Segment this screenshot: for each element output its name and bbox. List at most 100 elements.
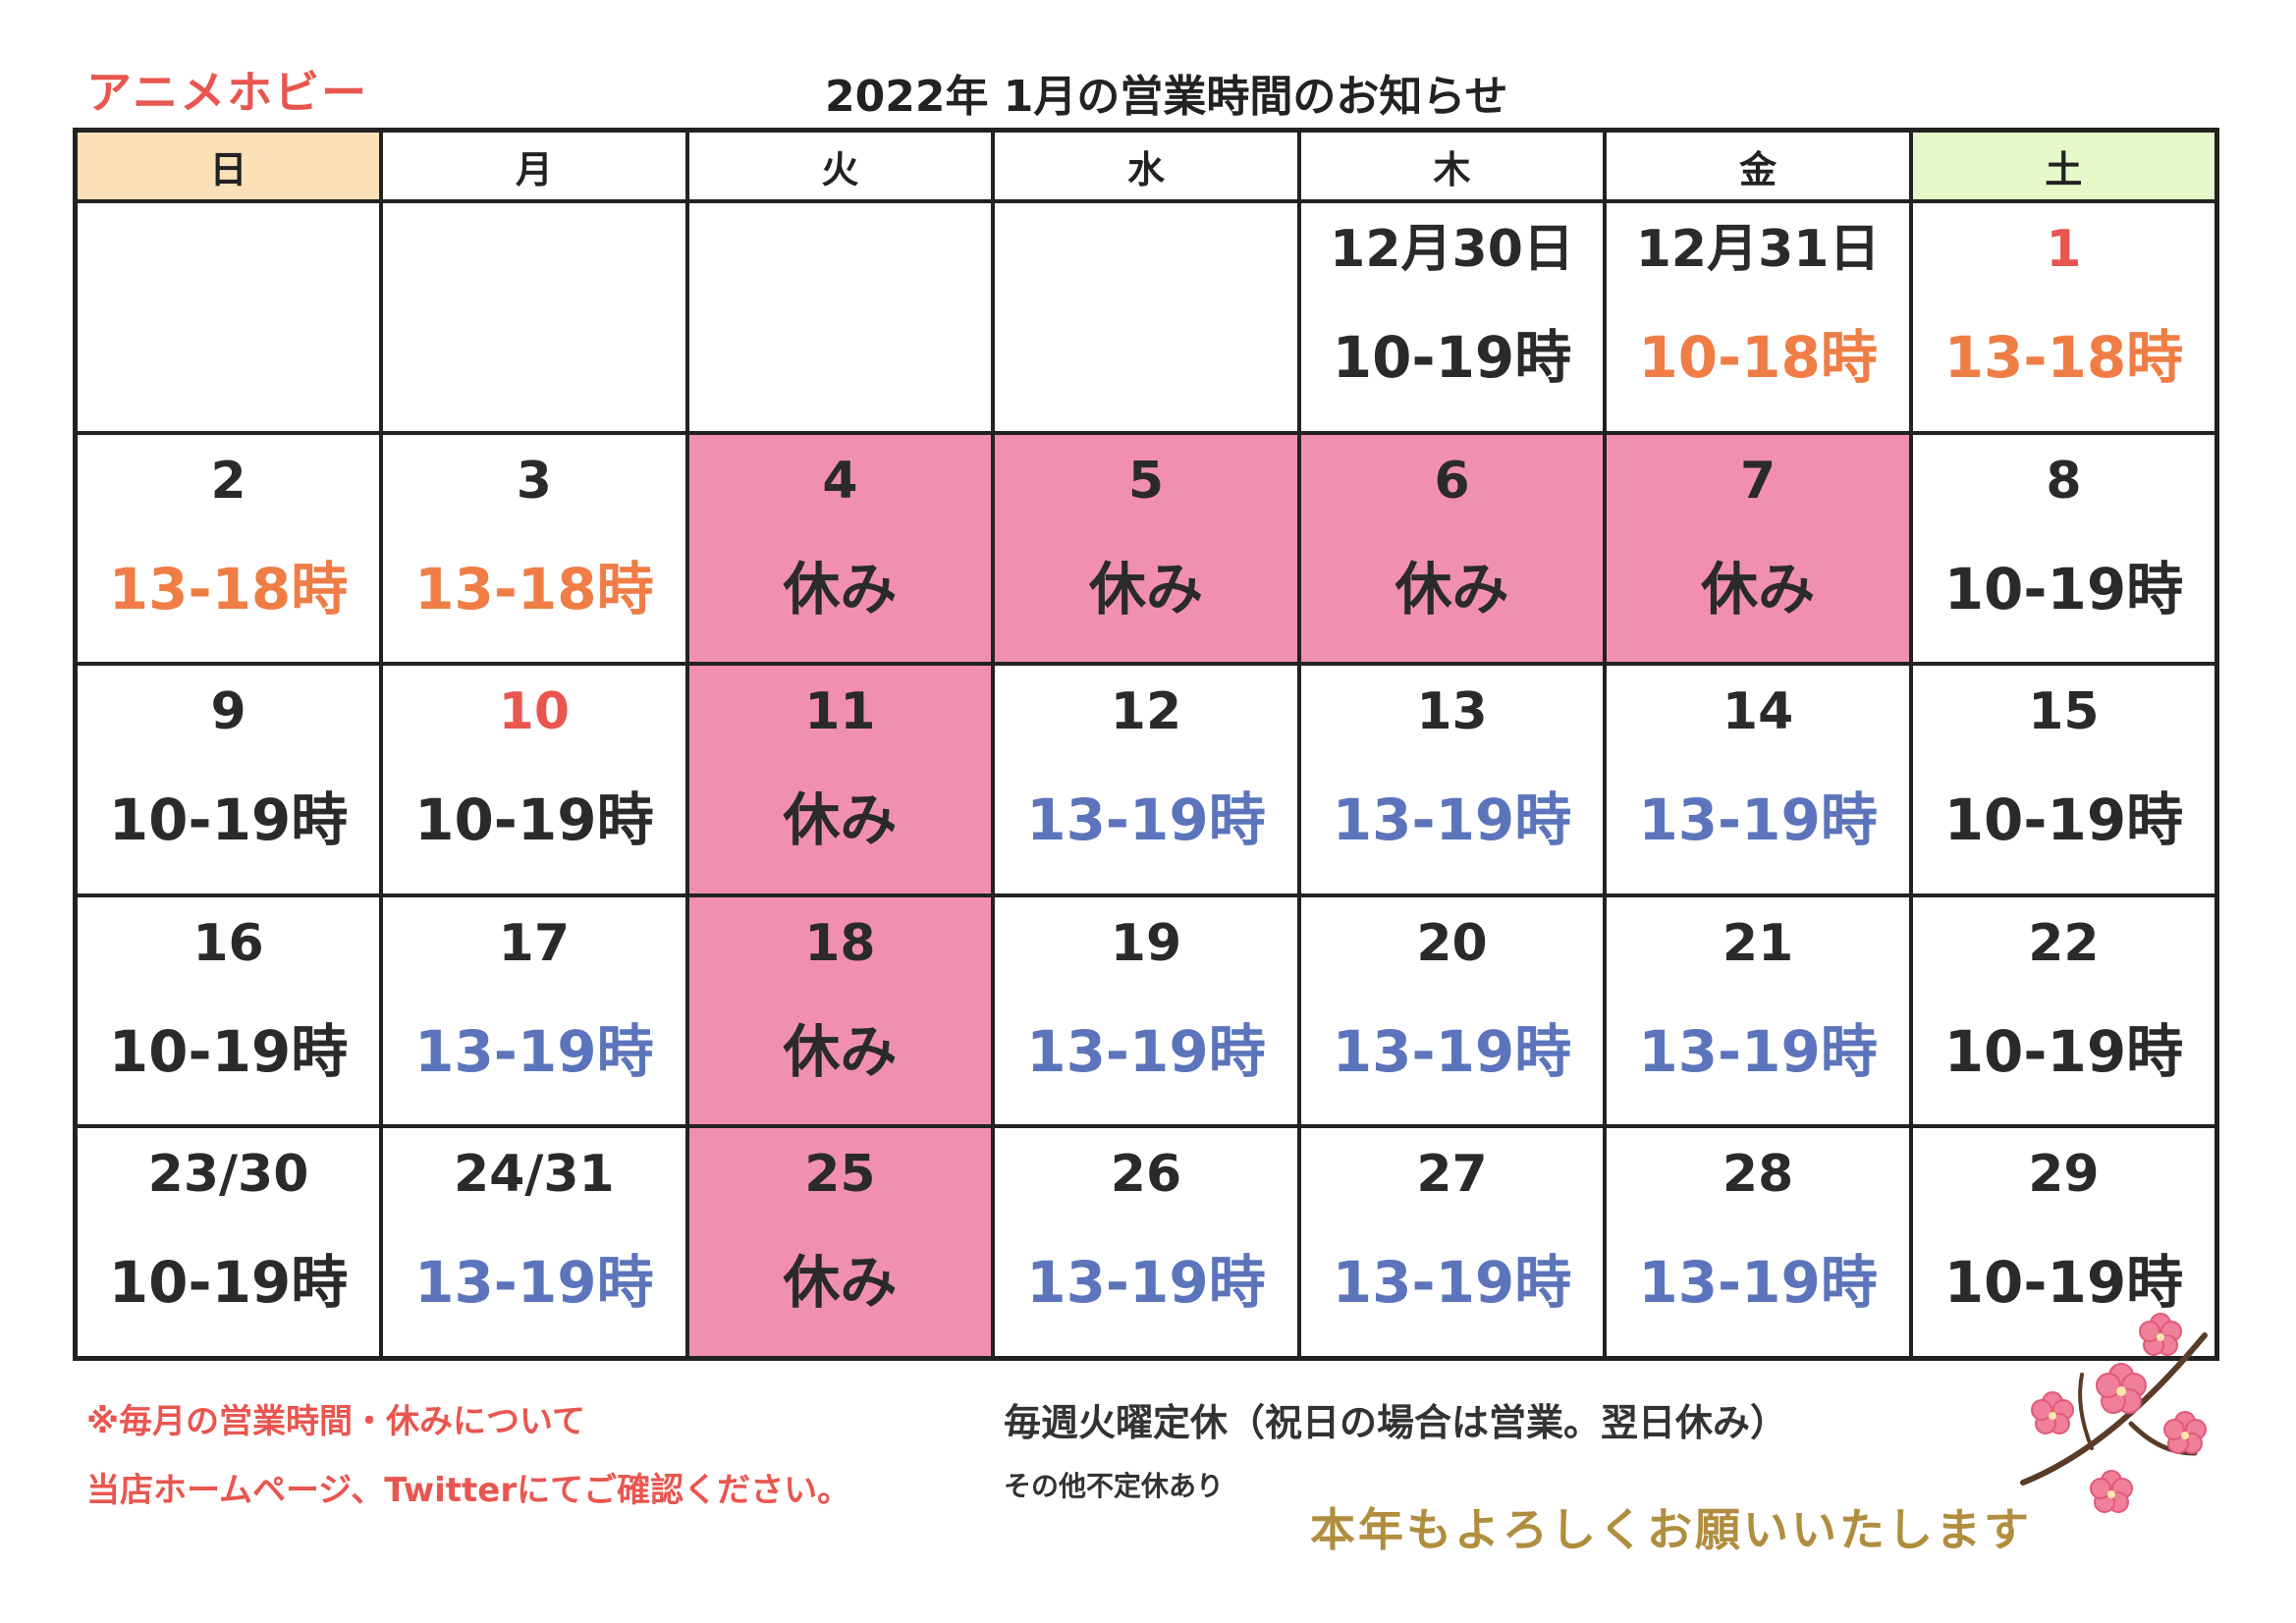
day-number: 23/30 [147, 1145, 309, 1205]
calendar-day-cell-thursday: 6 休み [1296, 430, 1608, 667]
shop-name: アニメホビー [86, 66, 369, 119]
calendar-day-cell-thursday: 27 13-19時 [1296, 1124, 1608, 1361]
day-number: 10 [498, 682, 571, 742]
calendar-day-cell-tuesday: 18 休み [684, 893, 996, 1129]
closed-label: 休み [783, 555, 898, 622]
calendar-week-row: 9 10-19時 10 10-19時 11 休み 12 13-19時 13 13-19時 14 13-… [73, 662, 2219, 897]
day-number: 11 [804, 682, 876, 742]
day-number: 6 [1434, 451, 1470, 511]
business-hours: 13-19時 [1638, 1249, 1878, 1317]
day-number: 19 [1110, 913, 1182, 973]
calendar-day-cell-sunday [73, 199, 384, 435]
day-number: 26 [1110, 1145, 1182, 1205]
closed-label: 休み [783, 1017, 898, 1085]
calendar-body: 12月30日 10-19時 12月31日 10-18時 1 13-18時 2 13-18時 3 1… [73, 199, 2219, 1361]
calendar-day-cell-saturday: 1 13-18時 [1908, 199, 2219, 435]
business-hours: 13-18時 [1943, 324, 2184, 391]
day-number: 14 [1722, 682, 1794, 742]
business-hours: 10-19時 [108, 786, 349, 854]
business-hours: 13-18時 [108, 555, 349, 622]
weekday-header-sunday: 日 [73, 128, 384, 203]
business-hours: 13-19時 [1638, 786, 1878, 854]
business-hours: 13-19時 [1332, 786, 1572, 854]
calendar-day-cell-saturday: 8 10-19時 [1908, 430, 2219, 667]
calendar-day-cell-monday: 10 10-19時 [379, 662, 689, 897]
calendar-day-cell-sunday: 9 10-19時 [73, 662, 384, 897]
business-hours: 13-19時 [1026, 1017, 1266, 1085]
notice-line-1: ※毎月の営業時間・休みについて [86, 1402, 586, 1441]
calendar-day-cell-sunday: 2 13-18時 [73, 430, 384, 667]
business-hours: 10-19時 [108, 1017, 349, 1085]
calendar-day-cell-wednesday: 5 休み [991, 430, 1301, 667]
closed-label: 休み [783, 1249, 898, 1317]
calendar-week-row: 2 13-18時 3 13-18時 4 休み 5 休み 6 休み 7 休み 8 10-19時 [73, 430, 2219, 667]
day-number [383, 215, 685, 284]
business-hours: 10-18時 [1638, 324, 1878, 391]
closed-label: 休み [1088, 555, 1203, 622]
calendar-week-row: 16 10-19時 17 13-19時 18 休み 19 13-19時 20 13-19時 21 13… [73, 893, 2219, 1129]
day-number: 9 [210, 682, 246, 742]
calendar-day-cell-saturday: 22 10-19時 [1908, 893, 2219, 1129]
business-hours: 13-19時 [1638, 1017, 1878, 1085]
day-number: 1 [2046, 220, 2082, 279]
day-number: 24/31 [453, 1145, 615, 1205]
calendar-day-cell-friday: 28 13-19時 [1603, 1124, 1913, 1361]
day-number: 18 [804, 913, 876, 973]
business-hours: 13-19時 [414, 1249, 654, 1317]
calendar-day-cell-saturday: 29 10-19時 [1908, 1124, 2219, 1361]
calendar-table: 日 月 火 水 木 金 土 12月30日 10-19時 12月31日 10-18時 1 1… [73, 128, 2219, 1361]
day-number: 8 [2046, 451, 2082, 511]
closed-label: 休み [783, 786, 898, 854]
day-number: 2 [210, 451, 246, 511]
calendar-day-cell-monday: 17 13-19時 [379, 893, 689, 1129]
day-number [995, 215, 1297, 284]
day-number: 3 [516, 451, 552, 511]
notice-line-2: 当店ホームページ、Twitterにてご確認ください。 [86, 1471, 851, 1510]
calendar-day-cell-thursday: 20 13-19時 [1296, 893, 1608, 1129]
business-hours: 10-19時 [1943, 1249, 2184, 1317]
business-hours: 13-19時 [1026, 786, 1266, 854]
weekday-header-thursday: 木 [1296, 128, 1608, 203]
calendar-day-cell-wednesday [991, 199, 1301, 435]
calendar-day-cell-tuesday: 4 休み [684, 430, 996, 667]
business-hours: 10-19時 [108, 1249, 349, 1317]
day-number: 22 [2028, 913, 2100, 973]
page-title: 2022年 1月の営業時間のお知らせ [825, 72, 1508, 122]
day-number: 12月30日 [1330, 220, 1574, 279]
calendar-day-cell-thursday: 12月30日 10-19時 [1296, 199, 1608, 435]
calendar-day-cell-tuesday [684, 199, 996, 435]
calendar-day-cell-monday: 24/31 13-19時 [379, 1124, 689, 1361]
business-hours: 13-19時 [1026, 1249, 1266, 1317]
day-number: 5 [1127, 451, 1165, 511]
day-number: 12 [1110, 682, 1182, 742]
day-number: 15 [2028, 682, 2100, 742]
day-number [78, 215, 379, 284]
day-number: 16 [192, 913, 264, 973]
business-hours: 10-19時 [1943, 1017, 2184, 1085]
business-hours: 10-19時 [414, 786, 654, 854]
business-hours: 10-19時 [1943, 555, 2184, 622]
weekday-header-friday: 金 [1603, 128, 1913, 203]
calendar-day-cell-friday: 12月31日 10-18時 [1603, 199, 1913, 435]
new-year-greeting: 本年もよろしくお願いいたします [1310, 1503, 2032, 1556]
weekday-header-wednesday: 水 [991, 128, 1301, 203]
business-hours: 10-19時 [1943, 786, 2184, 854]
plum-blossom-icon [2020, 1313, 2208, 1513]
calendar-day-cell-tuesday: 11 休み [684, 662, 996, 897]
business-hours: 10-19時 [1332, 324, 1572, 391]
weekday-header-monday: 月 [379, 128, 689, 203]
day-number: 21 [1722, 913, 1794, 973]
day-number: 28 [1722, 1145, 1794, 1205]
weekday-header-tuesday: 火 [684, 128, 996, 203]
calendar-day-cell-friday: 21 13-19時 [1603, 893, 1913, 1129]
day-number: 27 [1416, 1145, 1488, 1205]
calendar-day-cell-friday: 14 13-19時 [1603, 662, 1913, 897]
day-number [689, 215, 992, 284]
regular-holiday-note: 毎週火曜定休（祝日の場合は営業。翌日休み） [1004, 1401, 1788, 1444]
calendar-day-cell-monday [379, 199, 689, 435]
calendar-day-cell-wednesday: 12 13-19時 [991, 662, 1301, 897]
calendar-day-cell-sunday: 23/30 10-19時 [73, 1124, 384, 1361]
calendar-day-cell-wednesday: 26 13-19時 [991, 1124, 1301, 1361]
closed-label: 休み [1701, 555, 1816, 622]
weekday-header-saturday: 土 [1908, 128, 2219, 203]
